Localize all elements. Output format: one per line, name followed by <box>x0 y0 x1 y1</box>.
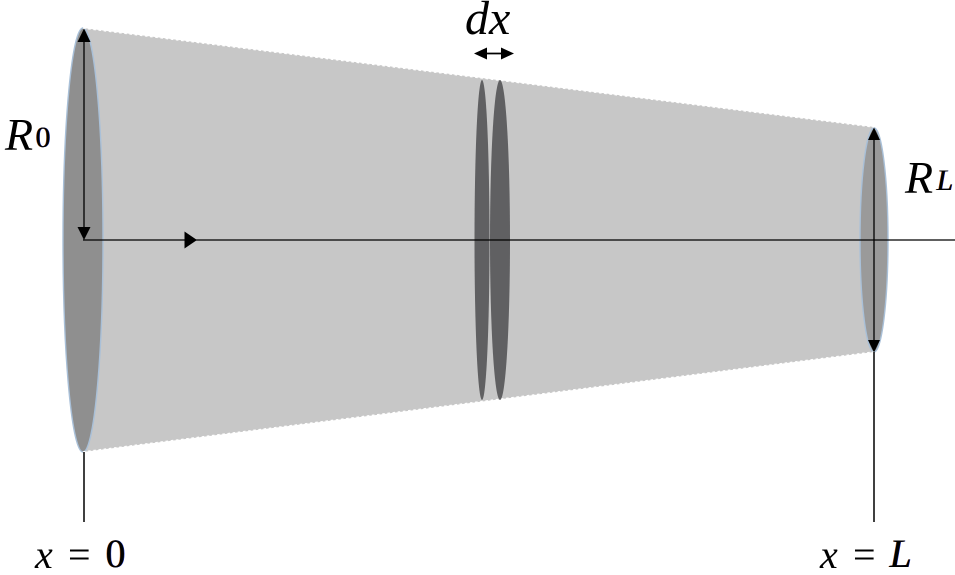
svg-text:x: x <box>819 532 838 575</box>
svg-text:L: L <box>936 164 954 197</box>
svg-text:0: 0 <box>106 531 126 575</box>
svg-text:R: R <box>904 152 933 203</box>
svg-text:x: x <box>34 532 53 575</box>
svg-text:=: = <box>68 532 91 575</box>
svg-text:=: = <box>853 532 876 575</box>
svg-text:L: L <box>889 531 912 575</box>
svg-text:0: 0 <box>36 121 51 154</box>
svg-text:dx: dx <box>465 0 510 45</box>
svg-text:R: R <box>4 109 33 160</box>
